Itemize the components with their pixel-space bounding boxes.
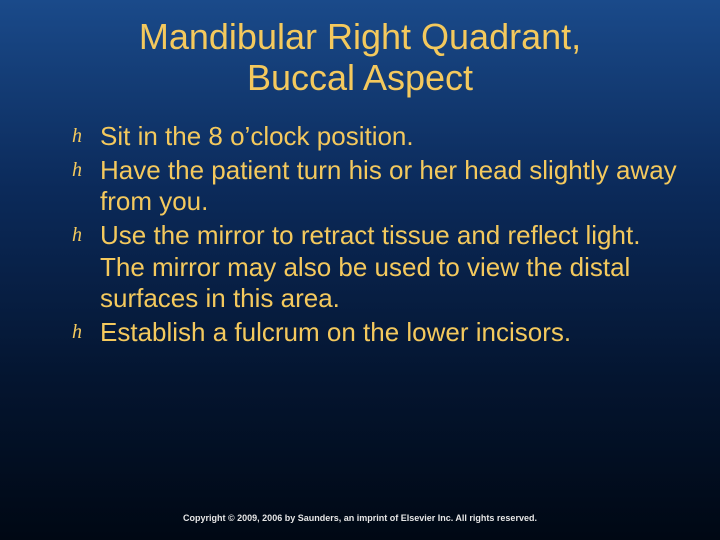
bullet-text: Sit in the 8 o’clock position. <box>100 121 680 153</box>
list-item: h Use the mirror to retract tissue and r… <box>72 220 680 315</box>
list-item: h Establish a fulcrum on the lower incis… <box>72 317 680 349</box>
title-line-1: Mandibular Right Quadrant, <box>0 16 720 57</box>
bullet-list: h Sit in the 8 o’clock position. h Have … <box>0 99 720 349</box>
title-line-2: Buccal Aspect <box>0 57 720 98</box>
slide-title: Mandibular Right Quadrant, Buccal Aspect <box>0 0 720 99</box>
list-item: h Have the patient turn his or her head … <box>72 155 680 218</box>
list-item: h Sit in the 8 o’clock position. <box>72 121 680 153</box>
copyright-footer: Copyright © 2009, 2006 by Saunders, an i… <box>0 508 720 526</box>
slide: Mandibular Right Quadrant, Buccal Aspect… <box>0 0 720 540</box>
bullet-text: Establish a fulcrum on the lower incisor… <box>100 317 680 349</box>
bullet-icon: h <box>72 317 100 345</box>
bullet-icon: h <box>72 155 100 183</box>
bullet-text: Have the patient turn his or her head sl… <box>100 155 680 218</box>
footer-text: Copyright © 2009, 2006 by Saunders, an i… <box>183 513 537 523</box>
bullet-icon: h <box>72 220 100 248</box>
bullet-text: Use the mirror to retract tissue and ref… <box>100 220 680 315</box>
bullet-icon: h <box>72 121 100 149</box>
